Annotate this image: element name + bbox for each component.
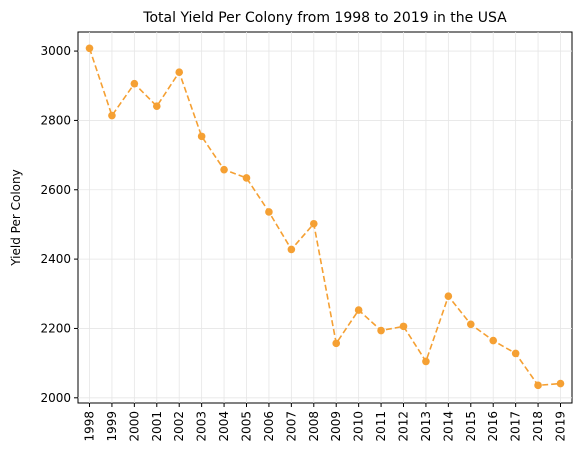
x-tick-label: 2005 [240, 411, 254, 442]
x-tick-label: 1998 [83, 411, 97, 442]
y-tick-label: 2200 [40, 321, 71, 335]
data-point [444, 292, 453, 301]
x-tick-label: 2000 [127, 411, 141, 442]
x-tick-label: 2016 [486, 411, 500, 442]
data-point [85, 44, 94, 53]
data-point [332, 339, 341, 348]
plot-area [77, 31, 573, 404]
y-tick-label: 2600 [40, 183, 71, 197]
data-point [242, 174, 251, 182]
data-point [175, 68, 184, 77]
data-point [265, 208, 273, 216]
data-point [534, 381, 542, 390]
x-tick-label: 2010 [352, 411, 366, 442]
y-tick-label: 2000 [40, 391, 71, 405]
data-point [220, 165, 228, 174]
x-tick-label: 2002 [172, 411, 186, 442]
x-tick-label: 2007 [284, 411, 298, 442]
x-tick-label: 2011 [374, 411, 388, 442]
data-point [466, 320, 475, 329]
data-point [354, 306, 363, 314]
x-axis: 1998 1999 2000 2001 2002 2003 2004 2005 2006 2007… [83, 403, 568, 442]
x-tick-label: 2018 [531, 411, 545, 442]
x-tick-label: 2003 [195, 411, 209, 442]
data-point [511, 349, 520, 358]
x-tick-label: 1999 [105, 411, 119, 442]
x-tick-label: 2001 [150, 411, 164, 442]
y-axis-label: Yield Per Colony [9, 169, 23, 266]
x-tick-label: 2006 [262, 411, 276, 442]
y-tick-label: 3000 [40, 44, 71, 58]
x-tick-label: 2017 [509, 411, 523, 442]
x-tick-label: 2013 [419, 411, 433, 442]
data-point [130, 79, 139, 88]
data-point [197, 132, 206, 141]
y-axis: 2000 2200 2400 2600 2800 3000 [40, 44, 78, 405]
data-point [556, 379, 565, 388]
x-tick-label: 2019 [554, 411, 568, 442]
data-point [287, 245, 296, 254]
x-tick-label: 2012 [397, 411, 411, 442]
data-point [152, 102, 161, 110]
grid [78, 32, 572, 403]
y-tick-label: 2800 [40, 113, 71, 127]
data-point [309, 219, 318, 228]
series-line [88, 48, 561, 387]
x-tick-label: 2004 [217, 411, 231, 442]
data-point [399, 322, 408, 331]
data-point [377, 326, 385, 335]
x-tick-label: 2009 [329, 411, 343, 442]
x-tick-label: 2015 [464, 411, 478, 442]
y-tick-label: 2400 [40, 252, 71, 266]
series [85, 44, 565, 390]
data-point [489, 336, 498, 345]
data-point [108, 111, 116, 120]
chart-title: Total Yield Per Colony from 1998 to 2019… [142, 10, 507, 26]
x-tick-label: 2008 [307, 411, 321, 442]
data-point [422, 357, 430, 366]
x-tick-label: 2014 [441, 411, 455, 442]
